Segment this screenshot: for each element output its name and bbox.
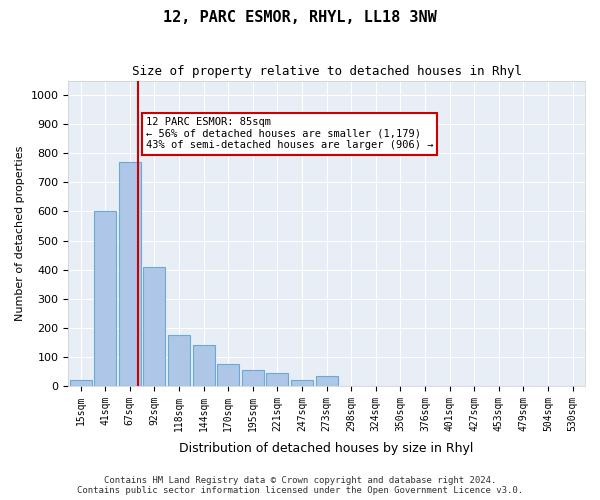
Y-axis label: Number of detached properties: Number of detached properties — [15, 146, 25, 321]
Bar — [143, 266, 166, 386]
Bar — [193, 345, 215, 386]
Bar — [168, 335, 190, 386]
Text: Contains HM Land Registry data © Crown copyright and database right 2024.
Contai: Contains HM Land Registry data © Crown c… — [77, 476, 523, 495]
Bar — [94, 212, 116, 386]
Bar — [119, 162, 141, 386]
Bar — [242, 370, 264, 386]
Bar — [316, 376, 338, 386]
Text: 12 PARC ESMOR: 85sqm
← 56% of detached houses are smaller (1,179)
43% of semi-de: 12 PARC ESMOR: 85sqm ← 56% of detached h… — [146, 117, 433, 150]
Bar — [217, 364, 239, 386]
Bar — [70, 380, 92, 386]
X-axis label: Distribution of detached houses by size in Rhyl: Distribution of detached houses by size … — [179, 442, 474, 455]
Bar — [266, 373, 289, 386]
Text: 12, PARC ESMOR, RHYL, LL18 3NW: 12, PARC ESMOR, RHYL, LL18 3NW — [163, 10, 437, 25]
Bar — [291, 380, 313, 386]
Title: Size of property relative to detached houses in Rhyl: Size of property relative to detached ho… — [131, 65, 521, 78]
